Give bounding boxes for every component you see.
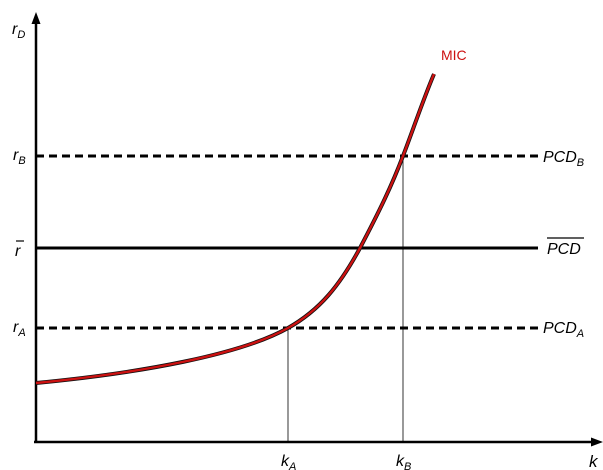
mic-curve bbox=[35, 73, 436, 385]
y-tick-r-b: rB bbox=[13, 147, 26, 167]
x-tick-k-a: kA bbox=[281, 453, 296, 470]
pcd-bar-label: PCD bbox=[547, 241, 581, 258]
x-axis-label: k bbox=[589, 452, 599, 470]
mic-label: MIC bbox=[441, 47, 467, 63]
pcd-b-label: PCDB bbox=[543, 149, 584, 169]
y-axis-arrow bbox=[31, 12, 41, 24]
y-tick-r-a: rA bbox=[13, 319, 26, 339]
mic-curve-shadow bbox=[35, 73, 436, 385]
x-axis-arrow bbox=[591, 437, 603, 447]
y-tick-r-bar: r bbox=[15, 243, 21, 260]
x-tick-k-b: kB bbox=[396, 453, 411, 470]
y-axis-label: rD bbox=[12, 21, 25, 41]
pcd-a-label: PCDA bbox=[543, 320, 584, 340]
